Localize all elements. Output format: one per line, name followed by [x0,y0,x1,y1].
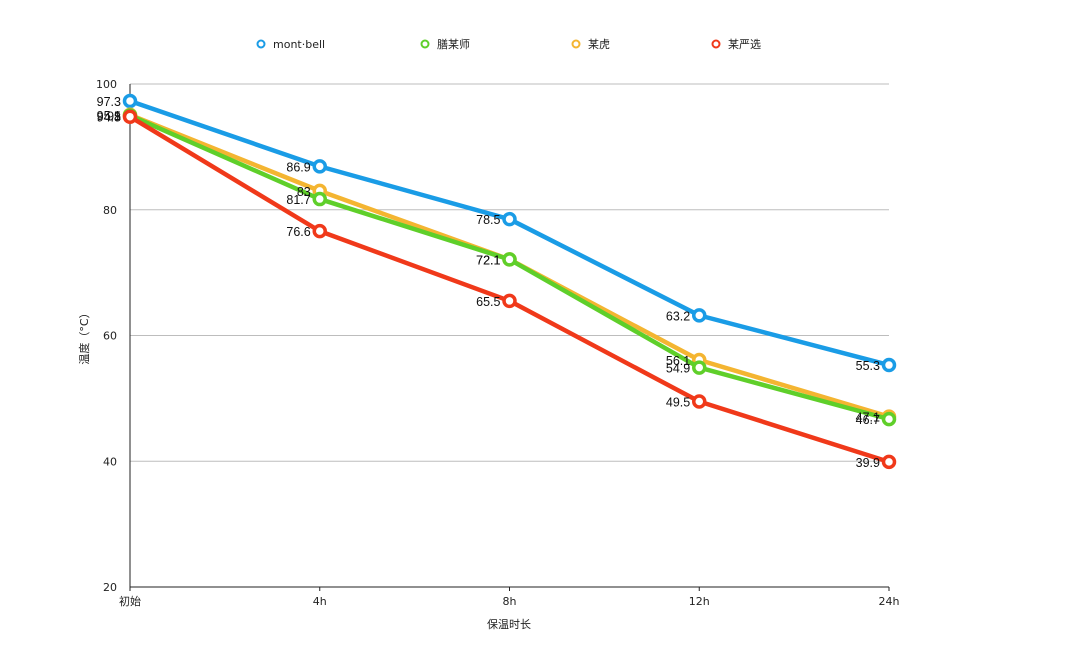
data-point [881,357,897,373]
x-axis-title: 保温时长 [487,617,531,631]
data-label: 94.8 [97,111,121,125]
data-point [692,394,707,409]
data-label: 56.1 [666,354,690,368]
x-tick-label: 12h [689,595,710,608]
y-tick-labels: 20 40 60 80 100 [96,78,117,594]
data-point [881,454,897,470]
x-tick-label: 8h [503,595,517,608]
data-label: 97.3 [97,95,121,109]
legend-label: 某虎 [588,38,610,51]
y-tick-label: 20 [103,581,117,594]
x-tick-labels: 初始 4h 8h 12h 24h [119,587,900,608]
data-label: 63.2 [666,309,690,323]
data-label: 54.9 [666,362,690,376]
data-point [692,308,707,323]
legend-marker [571,39,581,49]
x-tick-label: 初始 [119,594,141,608]
legend-label: mont·bell [273,38,325,51]
data-label: 55.3 [856,359,880,373]
y-tick-label: 60 [103,330,117,343]
y-axis-title: 温度（°C） [77,307,91,364]
data-point [122,109,138,124]
data-point [312,223,327,239]
data-label: 72.1 [476,253,500,267]
data-point [502,211,517,227]
data-label: 46.7 [856,413,880,427]
data-label: 95 [107,109,121,123]
data-label: 72.1 [476,253,500,267]
data-label: 39.9 [856,456,880,470]
data-label: 95.1 [97,109,121,123]
data-label: 86.9 [286,160,310,174]
data-label: 78.5 [476,213,500,227]
legend-marker [711,39,721,49]
data-label: 81.7 [286,193,310,207]
data-point [312,191,327,207]
data-point [122,93,138,109]
legend: mont·bell 膳某师 某虎 某严选 [256,37,761,51]
data-label: 65.5 [476,295,500,309]
series-line-3 [127,114,892,465]
legend-marker [256,39,266,49]
series-group [122,93,897,470]
data-label: 49.5 [666,396,690,410]
data-labels: 97.3 86.9 78.5 63.2 55.3 95.1 83 72.1 56.1 47.1 95… [97,95,880,470]
data-label: 83 [297,185,311,199]
data-point [312,159,327,174]
y-tick-label: 80 [103,204,117,217]
data-label: 47.1 [856,411,880,425]
gridlines [130,83,889,462]
data-point [502,293,517,309]
data-label: 76.6 [286,225,310,239]
legend-label: 某严选 [728,38,761,51]
x-tick-label: 24h [879,595,900,608]
legend-marker [420,39,430,49]
x-tick-label: 4h [313,595,327,608]
y-tick-label: 100 [96,78,117,91]
legend-label: 膳某师 [437,37,470,51]
data-point [881,411,897,427]
y-tick-label: 40 [103,455,117,468]
series-line-0 [127,98,892,368]
data-point [502,252,517,267]
data-point [692,360,707,375]
